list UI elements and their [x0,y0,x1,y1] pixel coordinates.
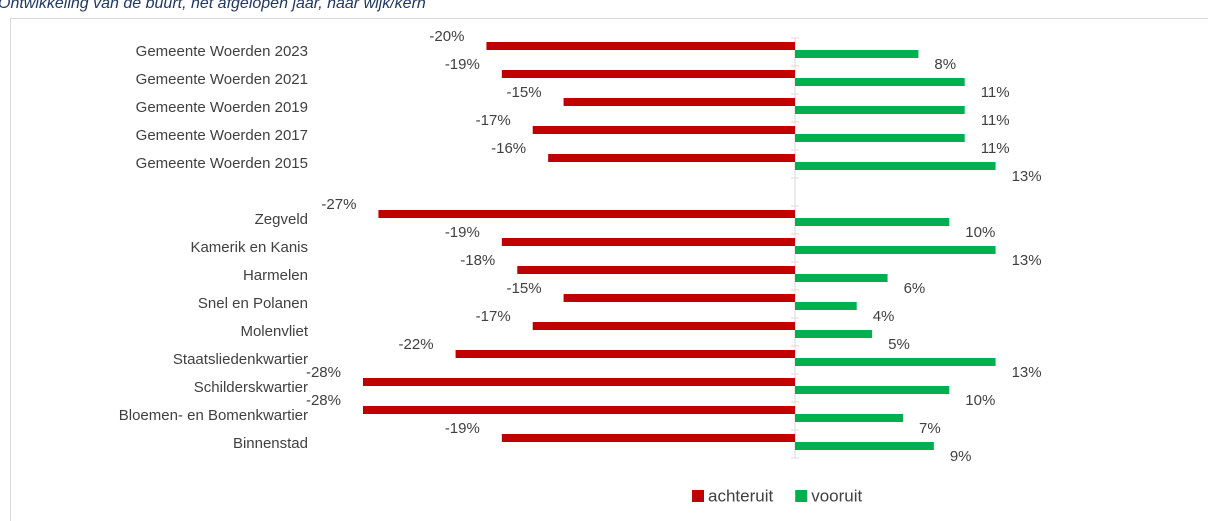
bar [532,322,795,330]
bar [363,378,795,386]
category-label: Harmelen [243,267,308,284]
data-label: -28% [306,392,341,409]
data-label: 13% [1012,168,1042,185]
bar [548,154,795,162]
category-label: Gemeente Woerden 2017 [136,127,308,144]
category-label: Gemeente Woerden 2023 [136,43,308,60]
bar [363,406,795,414]
data-label: 10% [965,392,995,409]
bar [563,98,795,106]
data-label: -27% [321,196,356,213]
data-label: 9% [950,448,972,465]
bar [795,162,996,170]
legend-swatch [692,490,704,502]
chart-border [10,18,1208,521]
data-label: -19% [445,224,480,241]
category-label: Staatsliedenkwartier [173,351,308,368]
bar [795,50,919,58]
category-label: Snel en Polanen [198,295,308,312]
bar [795,330,873,338]
data-label: -19% [445,56,480,73]
data-label: 8% [934,56,956,73]
bar [795,274,888,282]
category-label: Schilderskwartier [194,379,308,396]
legend-swatch [795,490,808,502]
bar [795,78,965,86]
bar [517,266,795,274]
bar [795,442,934,450]
bar [532,126,795,134]
category-label: Zegveld [255,211,308,228]
bar [563,294,795,302]
category-label: Gemeente Woerden 2015 [136,155,308,172]
bar [455,350,795,358]
bar [501,238,795,246]
category-label: Bloemen- en Bomenkwartier [119,407,308,424]
bar [378,210,795,218]
bar [795,386,950,394]
data-label: -28% [306,364,341,381]
data-label: 11% [981,112,1010,129]
category-label: Gemeente Woerden 2021 [136,71,308,88]
chart-title: Ontwikkeling van de buurt, het afgelopen… [0,0,426,12]
data-label: -20% [429,28,464,45]
category-label: Molenvliet [240,323,308,340]
data-label: -17% [476,308,511,325]
data-label: 7% [919,420,941,437]
data-label: -22% [399,336,434,353]
data-label: 5% [888,336,910,353]
bar [795,302,857,310]
data-label: 11% [981,84,1010,101]
data-label: -15% [507,280,542,297]
data-label: 13% [1012,364,1042,381]
data-label: -17% [476,112,511,129]
bar [501,70,795,78]
data-label: 4% [873,308,895,325]
bar [795,358,996,366]
data-label: 13% [1012,252,1042,269]
legend-label: achteruit [708,486,773,505]
bar [795,134,965,142]
bar [795,246,996,254]
category-label: Gemeente Woerden 2019 [136,99,308,116]
data-label: -15% [507,84,542,101]
data-label: 6% [904,280,926,297]
bar [795,414,903,422]
data-label: -18% [460,252,495,269]
bar [486,42,795,50]
data-label: 11% [981,140,1010,157]
category-label: Binnenstad [233,435,308,452]
data-label: -16% [491,140,526,157]
data-label: 10% [965,224,995,241]
category-label: Kamerik en Kanis [190,239,308,256]
bar [795,218,950,226]
legend-label: vooruit [811,486,862,505]
bar [795,106,965,114]
bar [501,434,795,442]
data-label: -19% [445,420,480,437]
